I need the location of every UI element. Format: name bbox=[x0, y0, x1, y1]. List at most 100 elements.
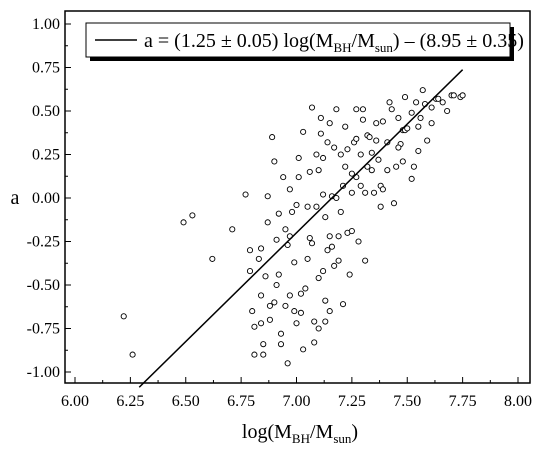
data-point bbox=[368, 149, 375, 156]
data-point bbox=[260, 351, 267, 358]
data-point bbox=[251, 323, 258, 330]
data-point bbox=[388, 106, 395, 113]
x-tick-label: 7.50 bbox=[393, 393, 421, 410]
data-point bbox=[335, 233, 342, 240]
data-point bbox=[320, 154, 327, 162]
data-point bbox=[300, 346, 307, 353]
data-point bbox=[435, 95, 442, 102]
x-tick-label: 6.25 bbox=[116, 393, 144, 410]
data-point bbox=[393, 163, 400, 170]
data-point bbox=[348, 189, 355, 196]
data-point bbox=[271, 299, 278, 306]
data-point bbox=[444, 107, 451, 115]
data-point bbox=[284, 360, 291, 367]
data-point bbox=[370, 189, 378, 196]
x-tick-label: 6.75 bbox=[227, 393, 255, 410]
data-point bbox=[346, 271, 353, 278]
data-point bbox=[408, 175, 415, 182]
data-point bbox=[295, 154, 302, 162]
data-point bbox=[269, 134, 276, 141]
data-point bbox=[353, 135, 360, 142]
data-point bbox=[333, 194, 340, 202]
y-tick-label: 0.00 bbox=[32, 190, 60, 207]
data-point bbox=[401, 94, 409, 101]
data-point bbox=[373, 120, 380, 127]
data-point bbox=[317, 114, 324, 122]
data-point bbox=[282, 226, 289, 233]
y-tick-label: 0.75 bbox=[32, 60, 60, 77]
data-point bbox=[291, 259, 298, 266]
data-point bbox=[335, 257, 342, 264]
data-point bbox=[353, 106, 360, 113]
data-point bbox=[273, 281, 280, 289]
data-point bbox=[297, 309, 304, 316]
data-point bbox=[293, 201, 300, 209]
data-point bbox=[375, 156, 382, 163]
data-point bbox=[390, 200, 398, 207]
data-point bbox=[395, 114, 402, 122]
data-point bbox=[362, 189, 369, 196]
data-point bbox=[333, 106, 340, 113]
legend: a = (1.25 ± 0.05) log(MBH/Msun) – (8.95 … bbox=[85, 22, 524, 61]
data-point bbox=[275, 210, 282, 217]
x-tick-label: 7.00 bbox=[283, 393, 311, 410]
data-point bbox=[339, 182, 347, 189]
data-point bbox=[428, 104, 435, 111]
data-point bbox=[260, 341, 267, 348]
data-point bbox=[415, 147, 422, 155]
data-point bbox=[315, 325, 322, 332]
data-point bbox=[326, 233, 333, 240]
data-point bbox=[377, 203, 384, 210]
data-point bbox=[419, 87, 426, 94]
data-point bbox=[289, 208, 296, 215]
y-tick-label: 0.50 bbox=[32, 103, 60, 120]
data-point bbox=[326, 120, 333, 127]
data-point bbox=[302, 285, 309, 292]
data-point bbox=[229, 226, 236, 233]
data-point bbox=[277, 341, 285, 348]
data-point bbox=[324, 247, 331, 254]
x-tick-label: 6.50 bbox=[172, 393, 200, 410]
data-point bbox=[315, 274, 322, 282]
data-point bbox=[209, 255, 216, 262]
data-point bbox=[342, 163, 349, 170]
data-point bbox=[264, 193, 271, 200]
data-point bbox=[251, 351, 258, 358]
data-point bbox=[415, 123, 422, 130]
data-point bbox=[417, 114, 424, 122]
data-point bbox=[322, 214, 329, 221]
data-point bbox=[262, 273, 269, 280]
data-point bbox=[264, 219, 271, 226]
data-point bbox=[273, 236, 280, 243]
data-point bbox=[384, 139, 391, 146]
legend-label: a = (1.25 ± 0.05) log(MBH/Msun) – (8.95 … bbox=[144, 30, 524, 55]
y-tick-label: -1.00 bbox=[27, 364, 60, 381]
data-point bbox=[428, 120, 435, 127]
data-point bbox=[315, 167, 322, 174]
data-point bbox=[313, 151, 320, 158]
x-tick-label: 8.00 bbox=[504, 393, 532, 410]
data-point bbox=[320, 191, 327, 198]
data-point bbox=[328, 243, 335, 250]
data-point bbox=[322, 297, 329, 304]
data-point bbox=[297, 290, 304, 297]
data-point bbox=[404, 125, 411, 132]
data-point bbox=[355, 238, 362, 245]
y-tick-label: -0.50 bbox=[27, 277, 60, 294]
x-tick-label: 7.75 bbox=[449, 393, 477, 410]
data-point bbox=[424, 137, 431, 144]
axis-ticks: 6.00 6.25 6.50 6.75 7.00 7.25 7.50 7.75 8.00 -1.0… bbox=[27, 16, 532, 410]
data-point bbox=[344, 146, 351, 153]
y-tick-label: -0.75 bbox=[27, 321, 60, 338]
data-point bbox=[275, 271, 282, 278]
data-point bbox=[246, 247, 254, 254]
data-point bbox=[258, 320, 265, 327]
data-point bbox=[399, 158, 406, 165]
data-point bbox=[320, 268, 327, 275]
data-point bbox=[271, 158, 278, 165]
data-point bbox=[242, 191, 249, 198]
data-point bbox=[282, 302, 289, 309]
data-point bbox=[379, 186, 386, 193]
y-tick-label: 0.25 bbox=[32, 147, 60, 164]
